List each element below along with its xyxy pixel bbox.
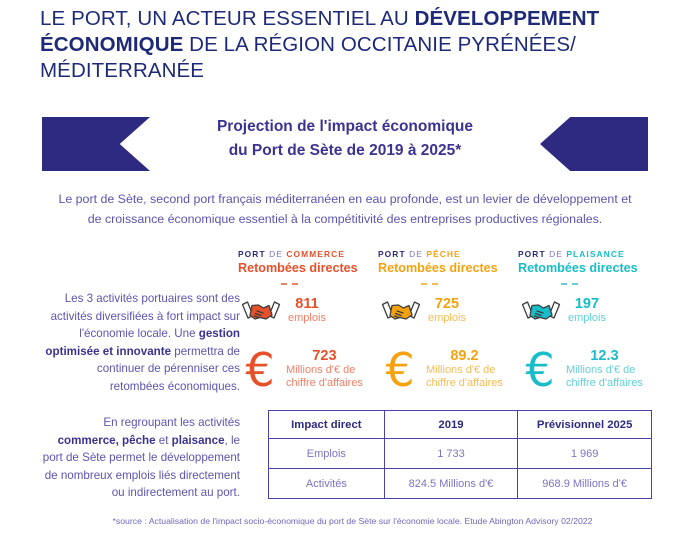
jobs-label: emplois <box>428 312 466 325</box>
column-subtitle: Retombées directes <box>238 261 358 275</box>
side-note-bot-p3: , le port de Sète permet le développemen… <box>42 433 240 500</box>
metric-jobs: 811 emplois <box>238 292 378 332</box>
table-header-cell: Impact direct <box>268 410 385 439</box>
metric-revenue: € 723 Millions d'€ de chiffre d'affaires <box>238 344 378 396</box>
page-title-part1: LE PORT, UN ACTEUR ESSENTIEL AU <box>40 7 415 30</box>
metric-revenue-text: 12.3 Millions d'€ de chiffre d'affaires <box>562 347 643 391</box>
side-note-activities: Les 3 activités portuaires sont des acti… <box>42 290 240 395</box>
side-note-bot-bold-2: plaisance <box>171 433 225 447</box>
metric-jobs-text: 811 emplois <box>284 297 326 326</box>
column-eyebrow: PORT DE PLAISANCE <box>518 249 658 260</box>
table-header-cell: Prévisionnel 2025 <box>517 410 652 439</box>
banner: Projection de l'impact économique du Por… <box>42 117 648 171</box>
dash-divider <box>421 283 438 286</box>
table-header-cell: 2019 <box>383 410 519 439</box>
handshake-icon <box>518 299 564 325</box>
revenue-label-1: Millions d'€ de <box>426 363 496 376</box>
euro-icon: € <box>385 342 415 397</box>
jobs-label: emplois <box>568 312 606 325</box>
side-note-bot-bold-1: commerce, pêche <box>57 433 156 447</box>
revenue-label-1: Millions d'€ de <box>566 363 636 376</box>
table-cell: Activités <box>268 468 385 499</box>
side-note-top-p2: permettra de continuer de pérenniser ces… <box>96 344 240 393</box>
table-cell: Emplois <box>268 438 385 469</box>
eyebrow-de: DE <box>265 249 287 259</box>
impact-table: Impact direct 2019 Prévisionnel 2025 Emp… <box>268 410 652 499</box>
metric-revenue: € 89.2 Millions d'€ de chiffre d'affaire… <box>378 344 518 396</box>
table-cell: 824.5 Millions d'€ <box>383 468 519 499</box>
eyebrow-category: PÊCHE <box>426 249 461 259</box>
jobs-value: 725 <box>434 296 460 313</box>
side-note-jobs: En regroupant les activités commerce, pê… <box>42 414 240 502</box>
eyebrow-de: DE <box>405 249 427 259</box>
handshake-icon <box>378 299 424 325</box>
eyebrow-de: DE <box>545 249 567 259</box>
handshake-icon <box>238 299 284 325</box>
table-row: Activités 824.5 Millions d'€ 968.9 Milli… <box>268 468 652 499</box>
jobs-label: emplois <box>288 312 326 325</box>
side-note-bot-p1: En regroupant les activités <box>103 416 240 429</box>
revenue-value: 12.3 <box>590 347 619 364</box>
dash-divider <box>561 283 578 286</box>
banner-left-tail <box>42 117 150 171</box>
euro-icon: € <box>525 342 555 397</box>
footnote: *source : Actualisation de l'impact soci… <box>112 516 593 526</box>
eyebrow-port: PORT <box>378 249 406 259</box>
revenue-value: 89.2 <box>450 347 479 364</box>
jobs-value: 197 <box>574 296 600 313</box>
revenue-value: 723 <box>312 347 337 364</box>
jobs-value: 811 <box>295 296 319 313</box>
column-subtitle: Retombées directes <box>378 261 498 275</box>
banner-line-2: du Port de Sète de 2019 à 2025* <box>228 142 462 159</box>
euro-icon: € <box>245 342 275 397</box>
stat-column-commerce: PORT DE COMMERCE Retombées directes 81 <box>238 249 378 396</box>
table-cell: 1 733 <box>383 438 519 469</box>
dash-divider <box>281 283 298 286</box>
revenue-label-2: chiffre d'affaires <box>566 377 643 389</box>
eyebrow-port: PORT <box>238 249 266 259</box>
stat-column-plaisance: PORT DE PLAISANCE Retombées directes 1 <box>518 249 658 396</box>
metric-revenue-text: 89.2 Millions d'€ de chiffre d'affaires <box>422 347 503 391</box>
banner-right-tail <box>540 117 648 171</box>
revenue-label-2: chiffre d'affaires <box>426 377 503 389</box>
metric-jobs-text: 725 emplois <box>424 297 466 326</box>
page-title-part2: DE LA RÉGION OCCITANIE PYRÉNÉES/ MÉDITER… <box>40 33 576 82</box>
banner-line-1: Projection de l'impact économique <box>216 118 474 135</box>
intro-paragraph: Le port de Sète, second port français mé… <box>58 192 632 226</box>
metric-jobs-text: 197 emplois <box>564 297 606 326</box>
stat-columns: PORT DE COMMERCE Retombées directes 81 <box>238 249 658 396</box>
table-cell: 1 969 <box>517 438 652 469</box>
revenue-label-2: chiffre d'affaires <box>286 377 363 389</box>
column-subtitle: Retombées directes <box>518 261 638 275</box>
column-eyebrow: PORT DE PÊCHE <box>378 249 518 260</box>
eyebrow-port: PORT <box>518 249 546 259</box>
table-cell: 968.9 Millions d'€ <box>517 468 652 499</box>
revenue-label-1: Millions d'€ de <box>286 363 356 376</box>
page-title: LE PORT, UN ACTEUR ESSENTIEL AU DÉVELOPP… <box>40 6 660 84</box>
eyebrow-category: COMMERCE <box>286 249 345 259</box>
side-note-top-bold: gestion optimisée et innovante <box>45 327 240 358</box>
stat-column-peche: PORT DE PÊCHE Retombées directes 725 <box>378 249 518 396</box>
page-title-bold: DÉVELOPPEMENT ÉCONOMIQUE <box>40 7 600 56</box>
banner-text: Projection de l'impact économique du Por… <box>150 115 540 163</box>
metric-jobs: 197 emplois <box>518 292 658 332</box>
side-note-top-p1: Les 3 activités portuaires sont des acti… <box>50 292 240 340</box>
table-row: Emplois 1 733 1 969 <box>268 438 652 469</box>
metric-revenue-text: 723 Millions d'€ de chiffre d'affaires <box>282 347 363 391</box>
eyebrow-category: PLAISANCE <box>566 249 625 259</box>
side-note-bot-p2: et <box>155 433 172 447</box>
metric-jobs: 725 emplois <box>378 292 518 332</box>
table-header-row: Impact direct 2019 Prévisionnel 2025 <box>268 410 652 439</box>
metric-revenue: € 12.3 Millions d'€ de chiffre d'affaire… <box>518 344 658 396</box>
column-eyebrow: PORT DE COMMERCE <box>238 249 378 260</box>
